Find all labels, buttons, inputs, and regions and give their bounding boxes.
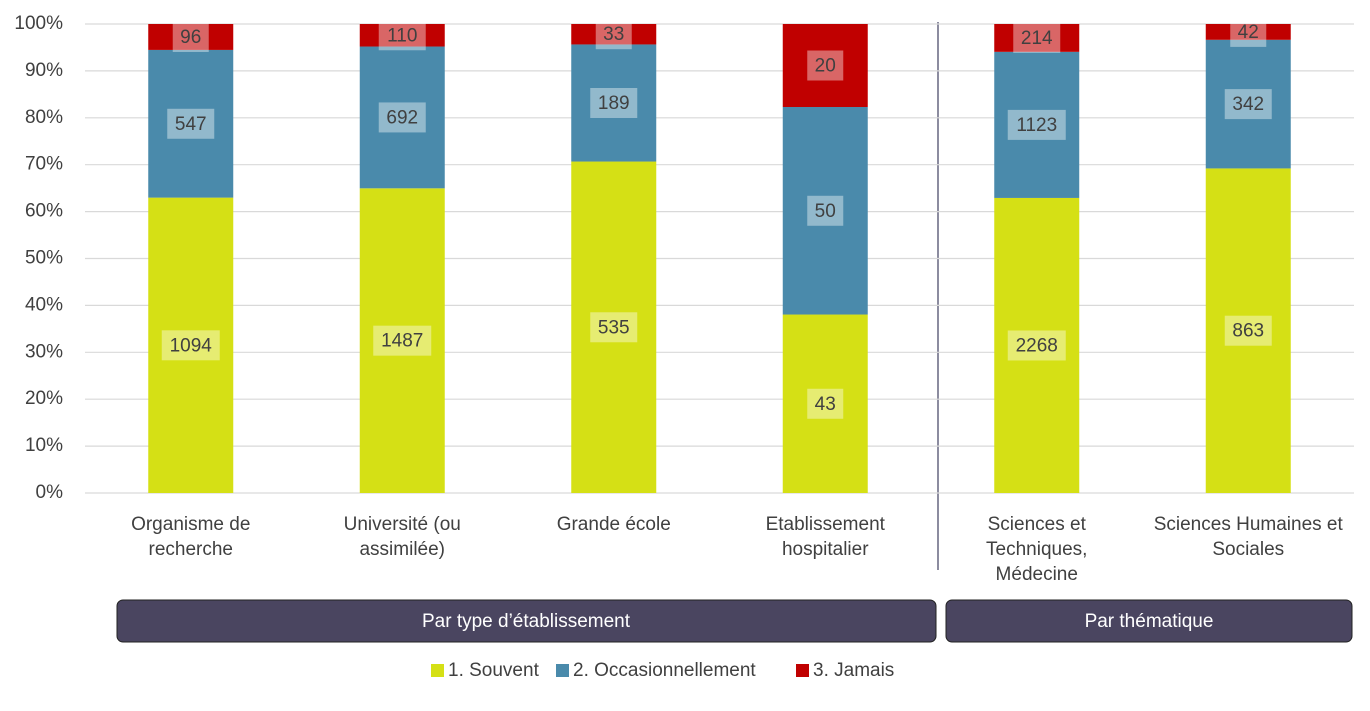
data-label-box: [1007, 109, 1066, 140]
bar-segment: [782, 24, 868, 108]
bar-segment: [994, 51, 1080, 198]
data-label: 1094: [170, 335, 213, 356]
bar-segment: [148, 49, 234, 198]
x-tick-label: recherche: [149, 539, 234, 560]
bar-segment: [571, 44, 657, 162]
data-label-box: [172, 21, 209, 52]
data-label-box: [807, 388, 844, 419]
data-label-box: [1230, 16, 1267, 47]
data-label-box: [378, 102, 426, 133]
x-tick-label: hospitalier: [782, 539, 869, 560]
y-tick-label: 60%: [25, 201, 63, 222]
data-label: 110: [387, 25, 417, 46]
data-label-box: [161, 330, 220, 361]
data-label: 547: [175, 114, 207, 135]
bar-segment: [571, 24, 657, 45]
bar-segment: [994, 24, 1080, 52]
data-label: 33: [603, 24, 624, 45]
bar-segment: [359, 24, 445, 47]
data-label: 342: [1232, 94, 1264, 115]
data-label-box: [1224, 315, 1272, 346]
data-label: 214: [1021, 28, 1053, 49]
data-label-box: [590, 87, 638, 118]
x-tick-label: Sciences et: [988, 514, 1087, 535]
legend-swatch: [431, 664, 444, 677]
bar-segment: [571, 161, 657, 493]
bar-segment: [1205, 39, 1291, 169]
group-box: [116, 599, 937, 643]
bar-segment: [148, 24, 234, 50]
bar-segment: [359, 46, 445, 189]
x-tick-label: Organisme de: [131, 514, 250, 535]
data-label-box: [807, 50, 844, 81]
y-tick-label: 30%: [25, 341, 63, 362]
data-label: 189: [598, 93, 630, 114]
data-label: 42: [1238, 22, 1259, 43]
data-label-box: [1224, 89, 1272, 120]
group-label: Par type d’établissement: [422, 611, 631, 632]
data-label-box: [807, 195, 844, 226]
legend-label: 2. Occasionnellement: [573, 660, 756, 681]
x-tick-label: Sciences Humaines et: [1154, 514, 1344, 535]
data-label-box: [590, 312, 638, 343]
x-tick-label: Université (ou: [344, 514, 461, 535]
bar-segment: [1205, 168, 1291, 494]
y-tick-label: 10%: [25, 435, 63, 456]
y-tick-label: 80%: [25, 107, 63, 128]
x-tick-label: Grande école: [557, 514, 671, 535]
y-tick-label: 50%: [25, 248, 63, 269]
x-tick-label: Etablissement: [766, 514, 886, 535]
bar-segment: [359, 188, 445, 493]
legend-label: 3. Jamais: [813, 660, 894, 681]
bar-segment: [1205, 24, 1291, 40]
data-label: 535: [598, 317, 630, 338]
data-label: 1487: [381, 331, 423, 352]
bar-segment: [782, 107, 868, 315]
y-tick-label: 70%: [25, 154, 63, 175]
y-tick-label: 20%: [25, 388, 63, 409]
data-label: 863: [1232, 321, 1264, 342]
data-label: 96: [180, 27, 201, 48]
group-box: [945, 599, 1353, 643]
y-tick-label: 40%: [25, 294, 63, 315]
data-label: 20: [815, 56, 836, 77]
bar-segment: [148, 197, 234, 493]
data-label: 1123: [1016, 115, 1057, 136]
data-label-box: [1007, 330, 1066, 361]
legend-label: 1. Souvent: [448, 660, 540, 681]
data-label-box: [373, 325, 432, 356]
x-tick-label: Techniques,: [986, 539, 1087, 560]
y-tick-label: 100%: [14, 13, 63, 34]
bar-segment: [782, 314, 868, 493]
bar-segment: [994, 197, 1080, 493]
data-label: 50: [815, 201, 836, 222]
data-label: 692: [386, 107, 418, 128]
x-tick-label: assimilée): [359, 539, 445, 560]
y-tick-label: 90%: [25, 60, 63, 81]
data-label-box: [595, 19, 632, 50]
data-label: 43: [815, 394, 836, 415]
x-tick-label: Médecine: [996, 564, 1078, 585]
legend-swatch: [796, 664, 809, 677]
data-label-box: [1013, 22, 1061, 53]
data-label: 2268: [1016, 335, 1058, 356]
data-label-box: [167, 108, 215, 139]
legend-swatch: [556, 664, 569, 677]
y-tick-label: 0%: [36, 482, 64, 503]
group-label: Par thématique: [1085, 611, 1214, 632]
x-tick-label: Sociales: [1212, 539, 1284, 560]
data-label-box: [378, 20, 426, 51]
